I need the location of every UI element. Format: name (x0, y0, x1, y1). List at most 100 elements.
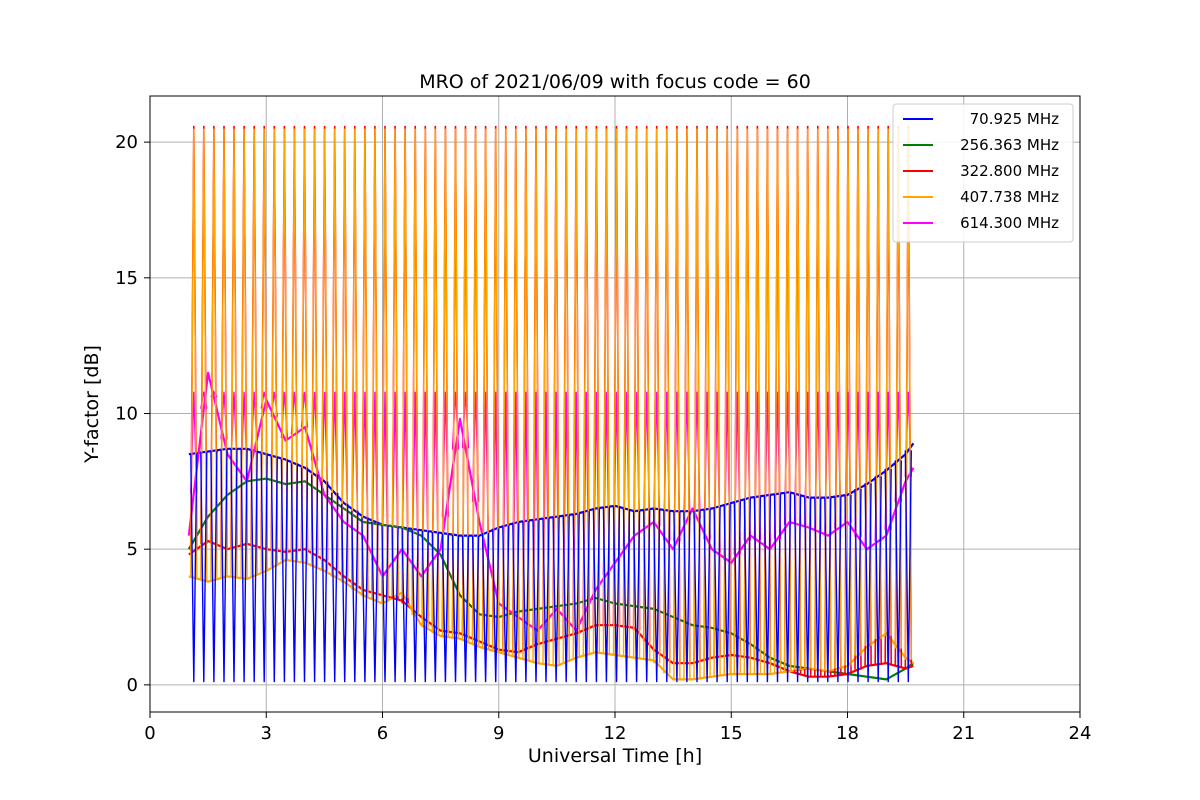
calibration-spike (824, 497, 832, 683)
calibration-spike (421, 530, 429, 683)
calibration-spike (643, 128, 651, 660)
calibration-spike (834, 496, 842, 683)
calibration-spike (351, 128, 359, 590)
calibration-spike (572, 513, 580, 683)
calibration-spike (783, 128, 792, 672)
calibration-spike (834, 128, 842, 669)
calibration-spike (190, 128, 198, 578)
calibration-spike (814, 128, 822, 670)
calibration-spike (371, 128, 379, 601)
calibration-spike (220, 128, 228, 578)
x-tick-label: 12 (604, 723, 627, 744)
calibration-spike (401, 128, 409, 599)
calibration-spike (562, 515, 570, 683)
y-axis-label: Y-factor [dB] (81, 345, 103, 464)
calibration-spike (492, 128, 500, 652)
legend-label: 614.300 MHz (960, 214, 1059, 232)
chart-title: MRO of 2021/06/09 with focus code = 60 (419, 71, 811, 93)
calibration-spike (441, 128, 450, 637)
calibration-spike (260, 128, 268, 572)
ticks: 0 3 6 9 12 15 18 21 24 0 5 10 15 20 (115, 132, 1091, 744)
x-tick-label: 9 (493, 723, 504, 744)
calibration-spike (451, 128, 460, 639)
calibration-spike (602, 506, 611, 683)
calibration-spike (733, 128, 741, 675)
calibration-spike (230, 448, 238, 683)
calibration-spike (200, 128, 208, 581)
legend-label: 70.925 MHz (970, 110, 1059, 128)
calibration-spike (542, 128, 550, 665)
calibration-spike (502, 128, 510, 655)
calibration-spike (471, 535, 480, 683)
calibration-spike (622, 508, 631, 683)
calibration-spike (351, 510, 359, 683)
legend-label: 322.800 MHz (960, 162, 1059, 180)
calibration-spike (562, 128, 570, 663)
calibration-spike (522, 520, 530, 683)
calibration-spike (653, 508, 661, 683)
calibration-spike (773, 128, 782, 674)
calibration-spike (663, 510, 671, 683)
calibration-spike (240, 448, 248, 683)
calibration-spikes (190, 125, 913, 683)
calibration-spike (532, 128, 540, 663)
y-tick-label: 0 (127, 675, 138, 696)
calibration-spike (783, 492, 792, 683)
calibration-spike (431, 128, 439, 634)
calibration-spike (270, 128, 278, 567)
calibration-spike (391, 526, 399, 683)
x-tick-label: 15 (720, 723, 743, 744)
calibration-spike (492, 528, 500, 683)
calibration-spike (290, 128, 299, 562)
calibration-spike (532, 519, 540, 683)
calibration-spike (461, 128, 470, 642)
calibration-spike (481, 128, 490, 649)
calibration-spike (884, 128, 892, 636)
calibration-spike (250, 128, 258, 577)
x-axis-label: Universal Time [h] (528, 745, 702, 767)
calibration-spike (854, 128, 862, 656)
calibration-spike (441, 533, 450, 683)
y-tick-label: 15 (115, 268, 138, 289)
calibration-spike (602, 128, 611, 654)
calibration-spike (512, 522, 520, 683)
calibration-spike (391, 128, 399, 597)
calibration-spike (793, 128, 802, 671)
calibration-spike (643, 509, 651, 683)
calibration-spike (612, 506, 621, 683)
calibration-spike (763, 128, 772, 675)
calibration-spike (310, 128, 319, 567)
calibration-spike (622, 128, 631, 657)
calibration-spike (461, 535, 470, 683)
calibration-spike (310, 474, 319, 683)
calibration-spike (572, 128, 580, 658)
x-tick-label: 18 (836, 723, 859, 744)
calibration-spike (703, 509, 711, 683)
calibration-spike (713, 506, 721, 683)
calibration-spike (723, 128, 731, 675)
calibration-spike (874, 476, 882, 683)
calibration-spike (673, 128, 681, 680)
calibration-spike (522, 128, 530, 660)
calibration-spike (693, 510, 701, 683)
calibration-spike (290, 463, 299, 683)
calibration-spike (844, 128, 852, 666)
calibration-spike (200, 452, 208, 683)
calibration-spike (210, 450, 218, 683)
calibration-spike (451, 534, 460, 683)
calibration-spike (814, 497, 822, 683)
calibration-spike (733, 501, 741, 683)
y-tick-label: 5 (127, 539, 138, 560)
calibration-spike (673, 511, 681, 683)
calibration-spike (300, 467, 309, 683)
calibration-spike (663, 128, 671, 674)
calibration-spike (502, 525, 510, 683)
calibration-spike (542, 518, 550, 683)
calibration-spike (280, 128, 289, 561)
x-tick-label: 6 (377, 723, 388, 744)
calibration-spike (411, 529, 419, 683)
calibration-spike (854, 488, 862, 683)
calibration-spike (844, 494, 852, 683)
calibration-spike (904, 450, 912, 683)
calibration-spike (713, 128, 721, 677)
